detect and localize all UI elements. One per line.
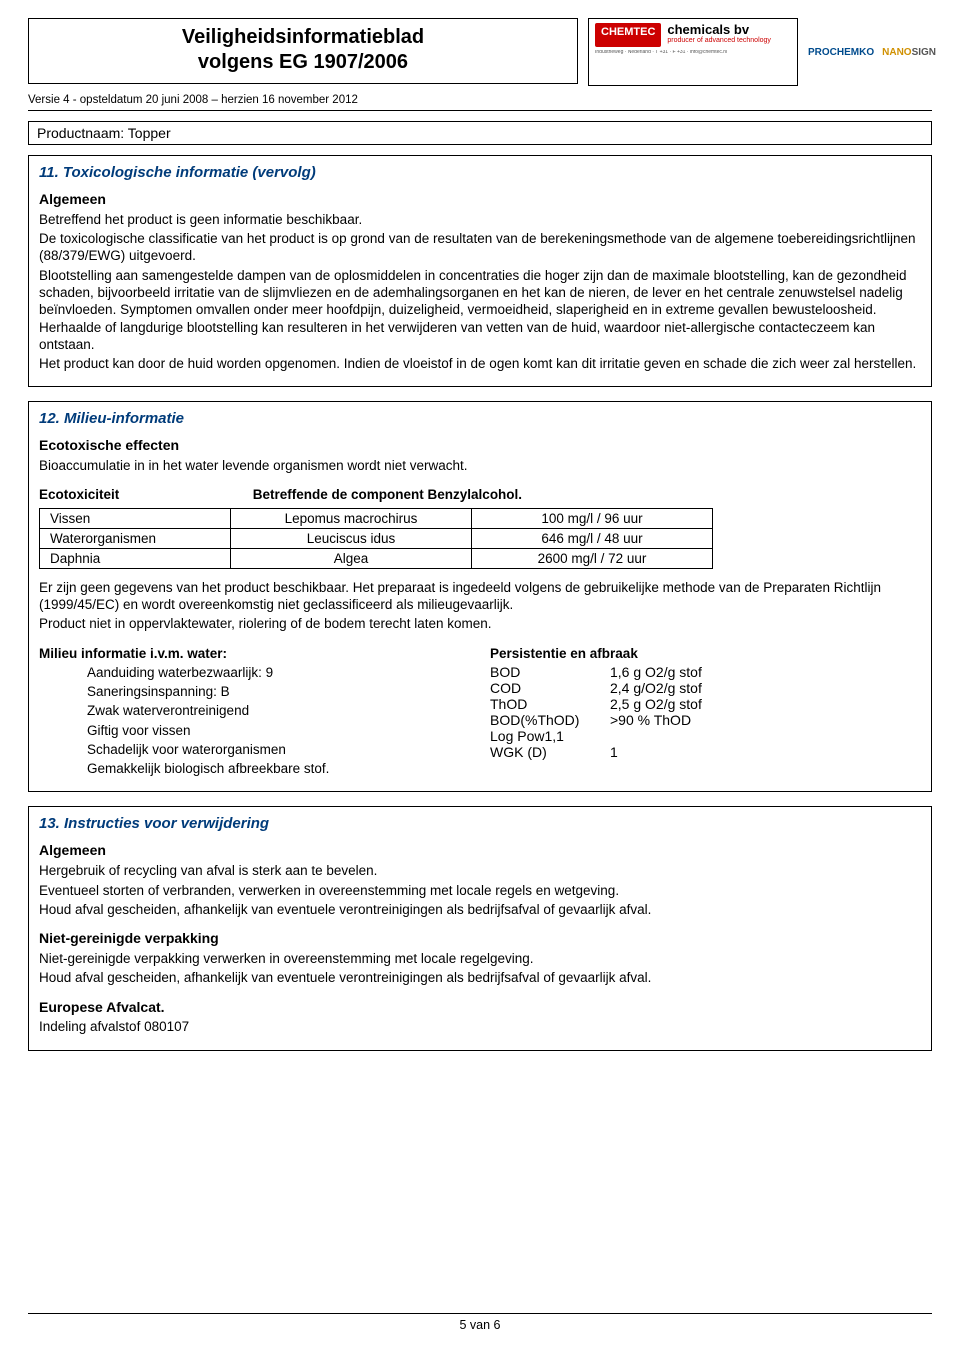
table-cell: Algea: [231, 548, 472, 568]
section-11: 11. Toxicologische informatie (vervolg) …: [28, 155, 932, 387]
table-cell: Lepomus macrochirus: [231, 508, 472, 528]
section-13-title: 13. Instructies voor verwijdering: [39, 815, 921, 832]
persist-items: BOD1,6 g O2/g stofCOD2,4 g/O2/g stofThOD…: [490, 664, 921, 760]
section-12-line1: Bioaccumulatie in in het water levende o…: [39, 457, 921, 474]
section-11-subhead: Algemeen: [39, 191, 921, 209]
list-item: Zwak waterverontreinigend: [87, 702, 470, 719]
text-line: Hergebruik of recycling van afval is ste…: [39, 862, 921, 879]
kv-value: >90 % ThOD: [610, 712, 691, 728]
table-cell: 646 mg/l / 48 uur: [472, 528, 713, 548]
document-title-box: Veiligheidsinformatieblad volgens EG 190…: [28, 18, 578, 84]
table-row: DaphniaAlgea2600 mg/l / 72 uur: [40, 548, 713, 568]
kv-value: 2,5 g O2/g stof: [610, 696, 702, 712]
kv-value: 1: [610, 744, 618, 760]
kv-value: 2,4 g/O2/g stof: [610, 680, 702, 696]
table-cell: Waterorganismen: [40, 528, 231, 548]
chemicalsbv-text: chemicals bv: [667, 22, 749, 37]
kv-key: ThOD: [490, 696, 610, 712]
section-13-body1: Hergebruik of recycling van afval is ste…: [39, 862, 921, 918]
milieu-left: Milieu informatie i.v.m. water: Aanduidi…: [39, 645, 470, 780]
ecotox-header: Ecotoxiciteit Betreffende de component B…: [39, 486, 921, 503]
list-item: Giftig voor vissen: [87, 722, 470, 739]
logo-strip: CHEMTEC chemicals bv producer of advance…: [595, 23, 791, 47]
prochemko-logo: PROCHEMKO: [808, 47, 874, 58]
text-line: Er zijn geen gegevens van het product be…: [39, 579, 921, 614]
nanosign-logo: NANOSIGN: [882, 47, 936, 58]
kv-row: COD2,4 g/O2/g stof: [490, 680, 921, 696]
persist-right: Persistentie en afbraak BOD1,6 g O2/g st…: [490, 645, 921, 780]
ecotox-table: VissenLepomus macrochirus100 mg/l / 96 u…: [39, 508, 713, 569]
list-item: Schadelijk voor waterorganismen: [87, 741, 470, 758]
chemicalsbv-logo: chemicals bv producer of advanced techno…: [667, 23, 771, 47]
product-name: Productnaam: Topper: [37, 125, 171, 141]
text-line: Niet-gereinigde verpakking verwerken in …: [39, 950, 921, 967]
divider: [28, 110, 932, 111]
title-line-1: Veiligheidsinformatieblad: [37, 25, 569, 50]
text-line: Houd afval gescheiden, afhankelijk van e…: [39, 969, 921, 986]
logo-box: CHEMTEC chemicals bv producer of advance…: [588, 18, 798, 86]
table-row: VissenLepomus macrochirus100 mg/l / 96 u…: [40, 508, 713, 528]
text-line: Betreffend het product is geen informati…: [39, 211, 921, 228]
text-line: Eventueel storten of verbranden, verwerk…: [39, 882, 921, 899]
milieu-columns: Milieu informatie i.v.m. water: Aanduidi…: [39, 645, 921, 780]
table-cell: Vissen: [40, 508, 231, 528]
kv-row: Log Pow1,1: [490, 728, 921, 744]
section-13-sub1: Algemeen: [39, 842, 921, 860]
kv-row: ThOD2,5 g O2/g stof: [490, 696, 921, 712]
persist-head: Persistentie en afbraak: [490, 645, 921, 662]
header: Veiligheidsinformatieblad volgens EG 190…: [28, 18, 932, 86]
text-line: Houd afval gescheiden, afhankelijk van e…: [39, 901, 921, 918]
section-11-title: 11. Toxicologische informatie (vervolg): [39, 164, 921, 181]
kv-row: WGK (D)1: [490, 744, 921, 760]
kv-key: BOD: [490, 664, 610, 680]
kv-row: BOD1,6 g O2/g stof: [490, 664, 921, 680]
section-12-para2: Er zijn geen gegevens van het product be…: [39, 579, 921, 633]
section-12: 12. Milieu-informatie Ecotoxische effect…: [28, 401, 932, 792]
kv-row: BOD(%ThOD)>90 % ThOD: [490, 712, 921, 728]
kv-key: Log Pow1,1: [490, 728, 610, 744]
page: Veiligheidsinformatieblad volgens EG 190…: [0, 0, 960, 1350]
logo-address: Industrieweg · Nederland · T +31 · F +31…: [595, 50, 791, 55]
text-line: Blootstelling aan samengestelde dampen v…: [39, 267, 921, 353]
chemicalsbv-sub: producer of advanced technology: [667, 37, 771, 44]
ecotox-component: Betreffende de component Benzylalcohol.: [253, 487, 522, 502]
milieu-head: Milieu informatie i.v.m. water:: [39, 645, 470, 662]
list-item: Saneringsinspanning: B: [87, 683, 470, 700]
section-12-title: 12. Milieu-informatie: [39, 410, 921, 427]
section-13-body3: Indeling afvalstof 080107: [39, 1018, 921, 1035]
text-line: Product niet in oppervlaktewater, rioler…: [39, 615, 921, 632]
list-item: Aanduiding waterbezwaarlijk: 9: [87, 664, 470, 681]
page-number: 5 van 6: [459, 1318, 500, 1332]
section-13: 13. Instructies voor verwijdering Algeme…: [28, 806, 932, 1050]
table-cell: 100 mg/l / 96 uur: [472, 508, 713, 528]
section-12-sub1: Ecotoxische effecten: [39, 437, 921, 455]
text-line: Het product kan door de huid worden opge…: [39, 355, 921, 372]
milieu-items: Aanduiding waterbezwaarlijk: 9 Saneringsi…: [39, 664, 470, 778]
kv-key: BOD(%ThOD): [490, 712, 610, 728]
version-line: Versie 4 - opsteldatum 20 juni 2008 – he…: [28, 94, 932, 106]
kv-key: COD: [490, 680, 610, 696]
kv-value: 1,6 g O2/g stof: [610, 664, 702, 680]
text-line: De toxicologische classificatie van het …: [39, 230, 921, 265]
section-11-body: Betreffend het product is geen informati…: [39, 211, 921, 372]
product-name-box: Productnaam: Topper: [28, 121, 932, 145]
table-cell: 2600 mg/l / 72 uur: [472, 548, 713, 568]
section-13-body2: Niet-gereinigde verpakking verwerken in …: [39, 950, 921, 987]
ecotox-label: Ecotoxiciteit: [39, 486, 249, 503]
title-line-2: volgens EG 1907/2006: [37, 50, 569, 75]
chemtec-logo: CHEMTEC: [595, 23, 661, 47]
section-13-sub2: Niet-gereinigde verpakking: [39, 930, 921, 948]
logo-box-right: PROCHEMKO NANOSIGN: [808, 18, 936, 86]
footer: 5 van 6: [0, 1313, 960, 1332]
list-item: Gemakkelijk biologisch afbreekbare stof.: [87, 760, 470, 777]
section-13-sub3: Europese Afvalcat.: [39, 999, 921, 1017]
table-cell: Leuciscus idus: [231, 528, 472, 548]
kv-key: WGK (D): [490, 744, 610, 760]
table-row: WaterorganismenLeuciscus idus646 mg/l / …: [40, 528, 713, 548]
table-cell: Daphnia: [40, 548, 231, 568]
